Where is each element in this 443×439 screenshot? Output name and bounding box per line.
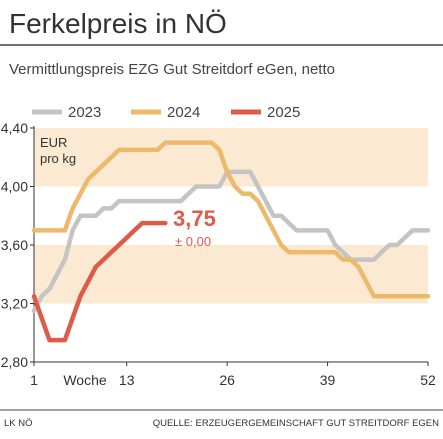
legend-label-2023: 2023 xyxy=(68,104,101,121)
x-axis-label: Woche xyxy=(63,372,107,388)
x-axis: 1 13 26 39 52 Woche xyxy=(30,361,436,388)
x-tick-label: 26 xyxy=(219,372,235,388)
y-unit-line2: pro kg xyxy=(40,151,76,166)
y-tick-label: 3,60 xyxy=(1,237,28,253)
series-line-2024 xyxy=(31,140,431,299)
x-tick-label: 13 xyxy=(119,372,135,388)
y-tick-label: 4,40 xyxy=(1,120,28,136)
x-tick-label: 1 xyxy=(30,372,38,388)
annotation-change: ± 0,00 xyxy=(175,234,211,249)
x-tick-label: 52 xyxy=(420,372,436,388)
series-lines xyxy=(31,140,431,343)
y-axis: 2,80 3,20 3,60 4,00 4,40 xyxy=(1,120,35,370)
footer-credit: LK NÖ xyxy=(4,418,33,429)
legend: 2023 2024 2025 xyxy=(32,104,300,121)
chart-subtitle: Vermittlungspreis EZG Gut Streitdorf eGe… xyxy=(9,61,335,78)
y-unit-line1: EUR xyxy=(40,135,67,150)
chart-title: Ferkelpreis in NÖ xyxy=(9,8,227,39)
y-tick-label: 2,80 xyxy=(1,354,28,370)
x-tick-label: 39 xyxy=(320,372,336,388)
y-tick-label: 4,00 xyxy=(1,179,28,195)
grid-bands xyxy=(34,128,428,304)
footer-source: QUELLE: ERZEUGERGEMEINSCHAFT GUT STREITD… xyxy=(153,418,439,429)
annotation-value: 3,75 xyxy=(173,206,216,231)
y-tick-label: 3,20 xyxy=(1,296,28,312)
series-line-2023 xyxy=(31,169,431,314)
legend-label-2025: 2025 xyxy=(267,104,300,121)
series-line-2025 xyxy=(31,220,168,343)
legend-label-2024: 2024 xyxy=(167,104,200,121)
